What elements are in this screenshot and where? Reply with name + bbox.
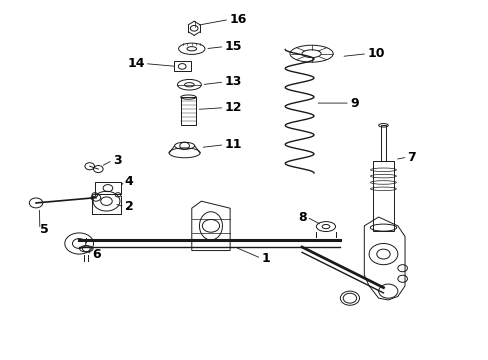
Text: 5: 5 — [40, 223, 48, 236]
Bar — [380, 125, 386, 161]
Text: 14: 14 — [127, 57, 144, 70]
Text: 9: 9 — [349, 96, 358, 109]
Bar — [372, 161, 393, 231]
Text: 13: 13 — [224, 76, 241, 89]
Text: 4: 4 — [124, 175, 133, 188]
Text: 8: 8 — [298, 211, 306, 224]
Text: 3: 3 — [112, 154, 121, 167]
Text: 10: 10 — [366, 47, 384, 60]
Text: 1: 1 — [261, 252, 269, 265]
Bar — [94, 183, 121, 194]
Bar — [181, 97, 196, 125]
Text: 15: 15 — [224, 40, 242, 53]
Text: 6: 6 — [92, 248, 101, 261]
Bar — [173, 62, 190, 71]
Text: 2: 2 — [124, 200, 133, 213]
Text: 7: 7 — [407, 150, 415, 163]
Text: 12: 12 — [224, 101, 242, 114]
Text: 11: 11 — [224, 138, 242, 151]
Text: 16: 16 — [229, 13, 246, 26]
